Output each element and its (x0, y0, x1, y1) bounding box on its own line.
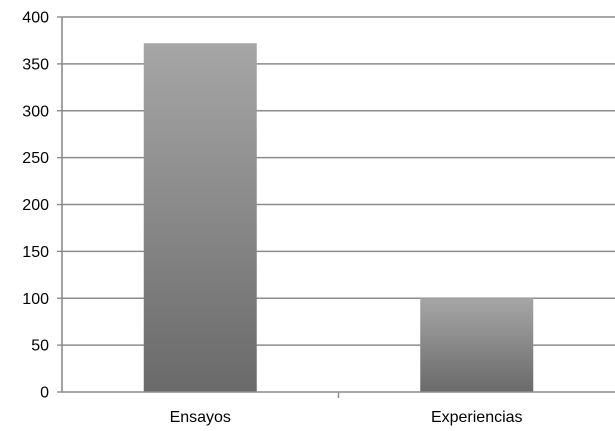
y-tick-label: 400 (22, 10, 49, 27)
y-tick-label: 200 (22, 197, 49, 214)
x-tick-label: Experiencias (431, 409, 523, 426)
axes (57, 16, 615, 398)
y-tick-label: 100 (22, 291, 49, 308)
y-tick-label: 150 (22, 244, 49, 261)
y-tick-label: 250 (22, 150, 49, 167)
tick-labels: 0 50 100 150 200 250 300 350 400 Ensayos Experienc… (22, 10, 522, 427)
bar-ensayos (143, 43, 257, 392)
y-tick-label: 0 (40, 385, 49, 402)
bar-experiencias (420, 298, 534, 392)
x-tick-label: Ensayos (170, 409, 231, 426)
y-tick-label: 300 (22, 103, 49, 120)
y-tick-label: 50 (31, 338, 49, 355)
y-tick-label: 350 (22, 56, 49, 73)
bars (143, 43, 534, 392)
